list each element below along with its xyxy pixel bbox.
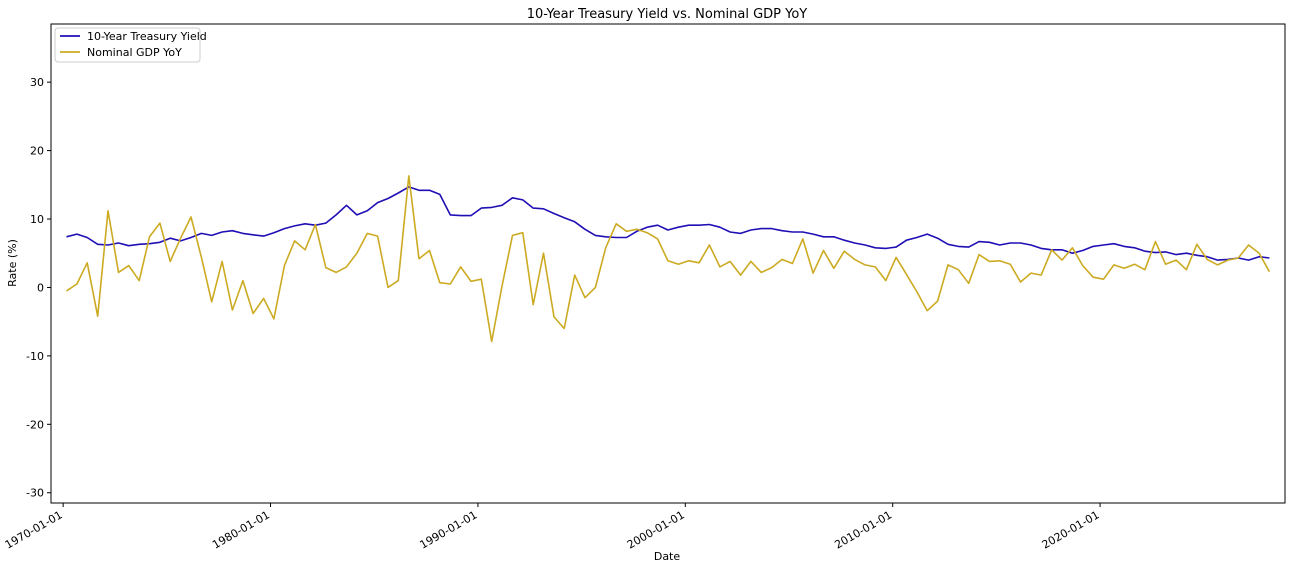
x-tick-label: 1970-01-01 <box>3 508 65 551</box>
legend-label: 10-Year Treasury Yield <box>87 30 207 43</box>
y-tick-label: 20 <box>30 145 44 158</box>
legend: 10-Year Treasury Yield Nominal GDP YoY <box>54 27 207 63</box>
y-tick-label: -20 <box>26 418 44 431</box>
x-tick-label: 2020-01-01 <box>1040 508 1102 551</box>
plot-area-frame <box>50 23 1286 504</box>
legend-box <box>54 27 201 63</box>
x-tick-label: 2000-01-01 <box>625 508 687 551</box>
y-tick-label: 10 <box>30 213 44 226</box>
x-tick-label: 1990-01-01 <box>418 508 480 551</box>
x-tick-label: 1980-01-01 <box>210 508 272 551</box>
x-axis: 1970-01-01 1980-01-01 1990-01-01 2000-01-01… <box>3 503 1102 552</box>
y-tick-label: 0 <box>37 281 44 294</box>
series-layer <box>66 175 1271 343</box>
chart-title: 10-Year Treasury Yield vs. Nominal GDP Y… <box>527 7 808 22</box>
legend-label: Nominal GDP YoY <box>87 46 182 59</box>
y-axis: -30 -20 -10 0 10 20 30 <box>26 76 51 500</box>
y-tick-label: -10 <box>26 350 44 363</box>
y-tick-label: -30 <box>26 487 44 500</box>
y-axis-title: Rate (%) <box>6 239 19 287</box>
y-tick-label: 30 <box>30 76 44 89</box>
x-tick-label: 2010-01-01 <box>832 508 894 551</box>
series-line-nominal-gdp-yoy <box>66 175 1271 343</box>
x-axis-title: Date <box>654 550 681 563</box>
series-line-10-year-treasury-yield <box>66 186 1270 261</box>
